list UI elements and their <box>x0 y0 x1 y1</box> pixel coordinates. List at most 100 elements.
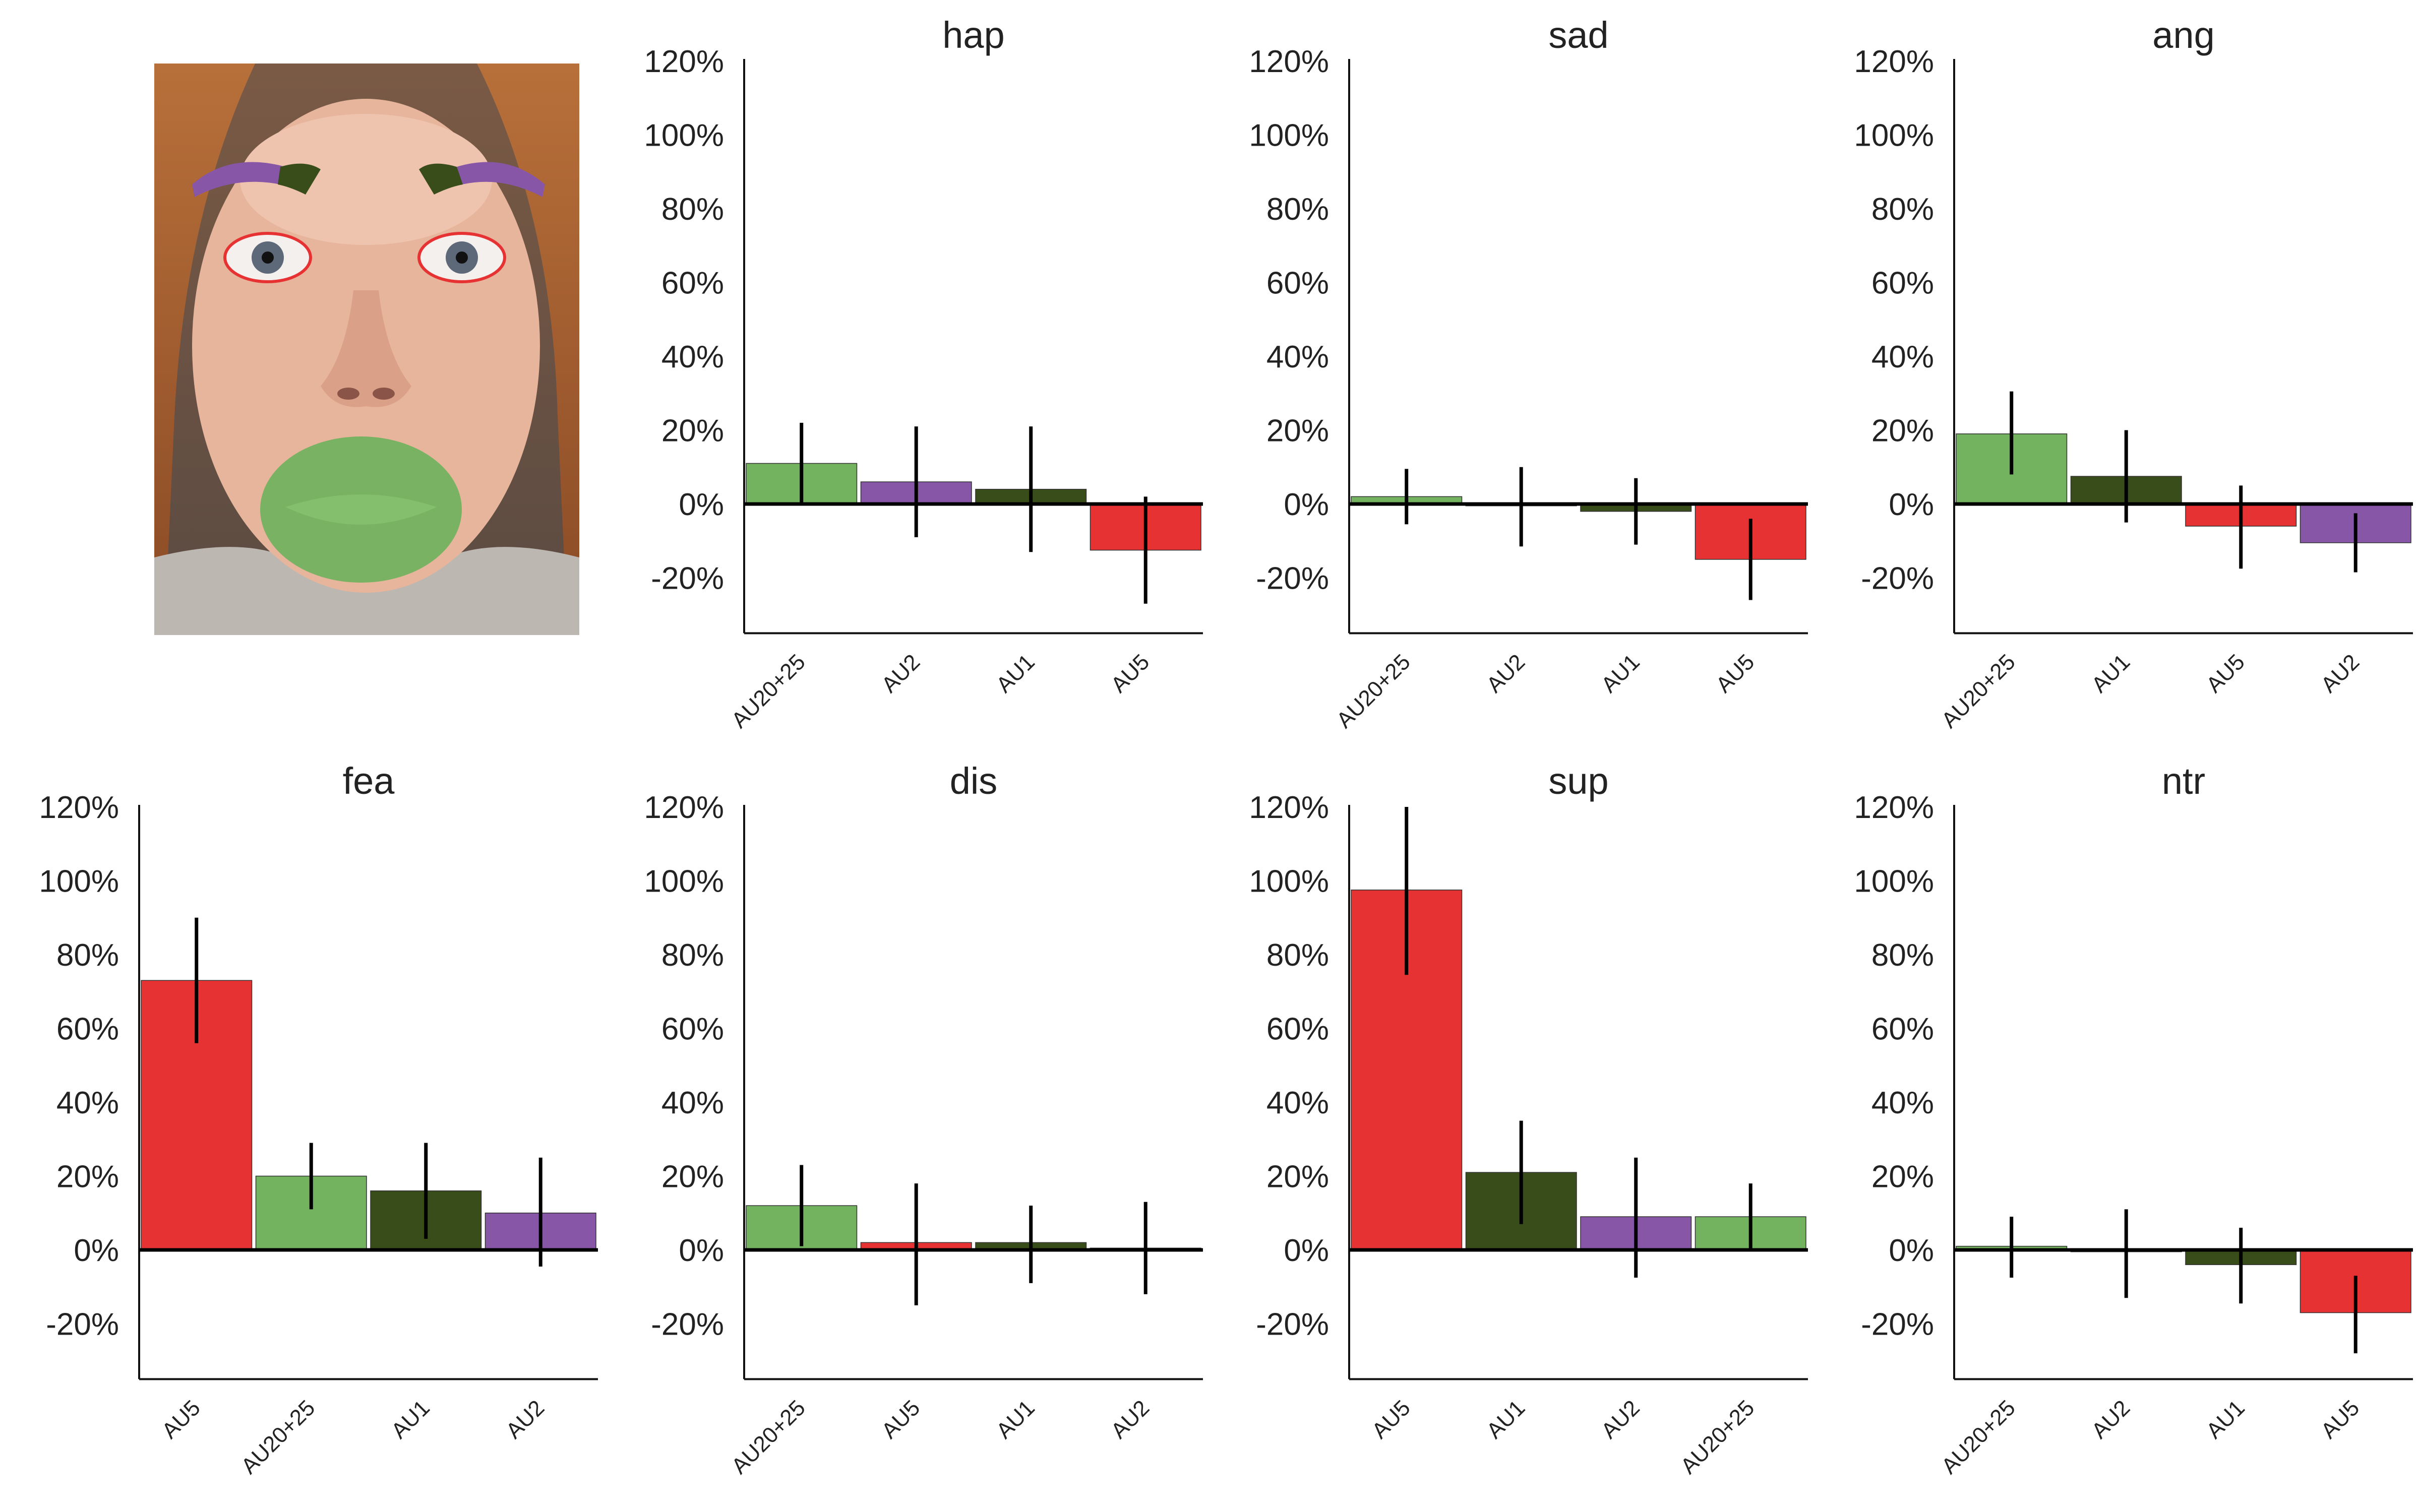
eyebrow-right-au1 <box>419 163 463 195</box>
chart-title: ntr <box>2162 760 2205 802</box>
x-tick-label: AU2 <box>2316 650 2364 698</box>
y-tick-label: 0% <box>679 487 724 522</box>
nostril-left <box>337 388 359 400</box>
x-tick-label: AU1 <box>1597 650 1645 698</box>
y-tick-label: 120% <box>644 790 724 825</box>
x-tick-label: AU5 <box>2202 650 2250 698</box>
x-tick-label: AU2 <box>1106 1396 1154 1443</box>
y-tick-label: 40% <box>1266 1086 1329 1120</box>
y-tick-label: 0% <box>679 1233 724 1268</box>
x-tick-label: AU1 <box>2202 1396 2250 1443</box>
y-tick-label: 100% <box>1854 864 1934 899</box>
y-tick-label: -20% <box>651 561 724 596</box>
x-tick-label: AU2 <box>1597 1396 1645 1443</box>
y-tick-label: 40% <box>661 1086 724 1120</box>
x-tick-label: AU2 <box>501 1396 549 1443</box>
pupil-right <box>456 251 468 264</box>
y-tick-label: 80% <box>661 938 724 973</box>
x-tick-label: AU20+25 <box>727 650 810 733</box>
y-tick-label: 40% <box>1871 340 1934 374</box>
x-tick-label: AU5 <box>2316 1396 2364 1443</box>
x-tick-label: AU5 <box>157 1396 205 1443</box>
x-tick-label: AU2 <box>877 650 925 698</box>
x-tick-label: AU2 <box>1482 650 1530 698</box>
y-tick-label: 60% <box>1266 1012 1329 1047</box>
x-tick-label: AU1 <box>2087 650 2135 698</box>
x-tick-label: AU5 <box>1106 650 1154 698</box>
x-tick-label: AU20+25 <box>1676 1396 1759 1479</box>
forehead <box>240 114 492 245</box>
x-tick-label: AU20+25 <box>236 1396 320 1479</box>
y-tick-label: 20% <box>661 414 724 449</box>
x-tick-label: AU20+25 <box>1937 650 2020 733</box>
y-tick-label: 40% <box>56 1086 119 1120</box>
y-tick-label: -20% <box>46 1307 119 1342</box>
chart-title: hap <box>942 14 1004 56</box>
chart-title: ang <box>2152 14 2214 56</box>
y-tick-label: 0% <box>1284 1233 1329 1268</box>
y-tick-label: 0% <box>1284 487 1329 522</box>
y-tick-label: 20% <box>1871 1160 1934 1194</box>
chart-panel-dis: dis -20% 0% 20% 40% 60% 80% 100% 120% AU20+25 AU5 A… <box>644 760 1203 1479</box>
y-tick-label: 80% <box>56 938 119 973</box>
y-tick-label: 20% <box>1266 414 1329 449</box>
x-tick-label: AU1 <box>387 1396 435 1443</box>
x-tick-label: AU20+25 <box>727 1396 810 1479</box>
hair-right <box>477 64 579 635</box>
y-tick-label: 40% <box>1871 1086 1934 1120</box>
y-tick-label: 20% <box>1266 1160 1329 1194</box>
y-tick-label: -20% <box>1861 1307 1934 1342</box>
y-tick-label: 80% <box>1871 938 1934 973</box>
y-tick-label: 120% <box>1249 44 1329 79</box>
y-tick-label: 60% <box>1871 266 1934 301</box>
x-tick-label: AU1 <box>1482 1396 1530 1443</box>
eyebrow-left-au2 <box>192 162 285 197</box>
y-tick-label: 40% <box>661 340 724 374</box>
teeth-overlay <box>285 494 437 525</box>
y-tick-label: 100% <box>1249 864 1329 899</box>
x-tick-label: AU1 <box>992 1396 1040 1443</box>
y-tick-label: 80% <box>1266 938 1329 973</box>
y-tick-label: 120% <box>39 790 119 825</box>
y-tick-label: -20% <box>1256 561 1329 596</box>
y-tick-label: 100% <box>644 864 724 899</box>
x-tick-label: AU2 <box>2087 1396 2135 1443</box>
chart-panel-fea: fea -20% 0% 20% 40% 60% 80% 100% 120% AU5 AU20+25 A… <box>39 760 598 1479</box>
y-tick-label: 100% <box>39 864 119 899</box>
y-tick-label: 60% <box>56 1012 119 1047</box>
y-tick-label: -20% <box>1256 1307 1329 1342</box>
chart-panel-hap: hap -20% 0% 20% 40% 60% 80% 100% 120% AU20+25 AU2 A… <box>644 14 1203 733</box>
y-tick-label: 120% <box>1854 790 1934 825</box>
x-tick-label: AU20+25 <box>1332 650 1415 733</box>
y-tick-label: 80% <box>661 192 724 227</box>
y-tick-label: 120% <box>1249 790 1329 825</box>
x-tick-label: AU5 <box>1711 650 1759 698</box>
chart-panel-ang: ang -20% 0% 20% 40% 60% 80% 100% 120% AU20+25 AU1 A… <box>1854 14 2413 733</box>
y-tick-label: 80% <box>1871 192 1934 227</box>
x-tick-label: AU5 <box>1367 1396 1415 1443</box>
y-tick-label: 20% <box>56 1160 119 1194</box>
y-tick-label: 40% <box>1266 340 1329 374</box>
nose <box>321 290 411 407</box>
y-tick-label: -20% <box>651 1307 724 1342</box>
y-tick-label: 60% <box>1871 1012 1934 1047</box>
y-tick-label: 100% <box>1249 118 1329 153</box>
y-tick-label: 60% <box>661 266 724 301</box>
y-tick-label: 80% <box>1266 192 1329 227</box>
chart-title: dis <box>950 760 998 802</box>
y-tick-label: 120% <box>1854 44 1934 79</box>
nostril-right <box>373 388 395 400</box>
y-tick-label: 60% <box>661 1012 724 1047</box>
y-tick-label: 20% <box>661 1160 724 1194</box>
x-tick-label: AU1 <box>992 650 1040 698</box>
y-tick-label: 100% <box>644 118 724 153</box>
eyebrow-right-au2 <box>457 162 545 197</box>
pupil-left <box>262 251 274 264</box>
eyebrow-left-au1 <box>278 163 321 195</box>
x-tick-label: AU5 <box>877 1396 925 1443</box>
y-tick-label: 100% <box>1854 118 1934 153</box>
y-tick-label: 60% <box>1266 266 1329 301</box>
y-tick-label: 0% <box>1889 1233 1934 1268</box>
chart-panel-sad: sad -20% 0% 20% 40% 60% 80% 100% 120% AU20+25 AU2 A… <box>1249 14 1808 733</box>
